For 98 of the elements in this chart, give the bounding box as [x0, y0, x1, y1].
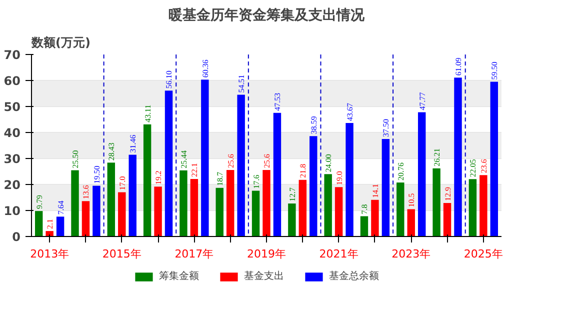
- chart-title: 暖基金历年资金筹集及支出情况: [168, 6, 366, 24]
- bar: [71, 170, 79, 236]
- bar: [454, 78, 462, 236]
- data-label: 23.6: [479, 159, 488, 174]
- data-label: 43.11: [143, 104, 152, 122]
- data-label: 12.7: [288, 187, 297, 202]
- x-tick-label: 2025年: [464, 248, 503, 260]
- bar: [46, 231, 54, 236]
- bar: [468, 179, 477, 236]
- data-label: 59.50: [490, 62, 500, 80]
- bar: [324, 174, 332, 236]
- data-label: 10.5: [407, 193, 416, 208]
- bar: [371, 200, 379, 236]
- bar: [262, 170, 270, 236]
- data-label: 12.9: [443, 186, 452, 201]
- bar: [288, 203, 296, 236]
- bar: [334, 187, 343, 236]
- bar: [56, 216, 64, 236]
- bar: [396, 182, 404, 236]
- data-label: 19.50: [92, 166, 102, 184]
- bar: [346, 122, 354, 236]
- data-label: 28.43: [107, 142, 116, 161]
- bar: [432, 168, 440, 236]
- bar: [190, 179, 198, 236]
- data-label: 25.50: [71, 150, 80, 168]
- y-tick-label: 0: [12, 230, 21, 244]
- legend-label: 基金支出: [244, 270, 284, 283]
- x-tick-label: 2013年: [30, 248, 70, 260]
- data-label: 14.1: [370, 184, 380, 198]
- bar: [180, 170, 188, 236]
- bar: [298, 180, 307, 236]
- data-label: 22.1: [190, 163, 200, 178]
- data-label: 37.50: [382, 119, 391, 137]
- bar: [480, 175, 488, 236]
- data-label: 25.6: [262, 154, 272, 168]
- data-label: 47.77: [418, 92, 427, 110]
- data-label: 17.0: [118, 176, 127, 190]
- data-label: 17.6: [252, 174, 261, 189]
- data-label: 22.05: [468, 159, 478, 178]
- x-tick-label: 2017年: [174, 248, 214, 260]
- y-axis-title: 数额(万元): [30, 36, 90, 50]
- data-label: 7.64: [56, 200, 66, 215]
- data-label: 7.8: [360, 204, 370, 214]
- data-label: 24.00: [324, 154, 334, 172]
- data-label: 43.67: [346, 102, 355, 121]
- data-label: 60.36: [200, 60, 210, 78]
- data-label: 20.76: [396, 162, 406, 181]
- x-tick-label: 2015年: [102, 248, 142, 260]
- data-label: 25.44: [179, 150, 188, 168]
- bar: [128, 154, 136, 236]
- bar: [164, 90, 173, 236]
- y-tick-label: 60: [4, 74, 21, 88]
- y-tick-label: 20: [4, 178, 21, 192]
- y-tick-label: 10: [4, 204, 21, 218]
- bar: [118, 192, 126, 236]
- x-tick-label: 2023年: [392, 248, 431, 260]
- bar: [216, 188, 224, 236]
- bar: [226, 170, 234, 236]
- bar: [201, 80, 209, 236]
- bar: [310, 136, 318, 236]
- bar: [252, 190, 260, 236]
- data-label: 47.53: [273, 92, 282, 111]
- data-label: 19.0: [334, 171, 344, 186]
- data-label: 54.51: [237, 74, 246, 93]
- y-tick-label: 50: [4, 100, 21, 114]
- bar: [154, 186, 162, 236]
- y-tick-label: 30: [4, 152, 21, 166]
- bar: [237, 94, 245, 236]
- bar: [490, 82, 498, 236]
- bar: [143, 124, 152, 236]
- bar: [360, 216, 368, 236]
- x-tick-label: 2019年: [247, 248, 286, 260]
- data-label: 26.21: [432, 148, 442, 166]
- bar: [273, 112, 282, 236]
- bar: [407, 209, 415, 236]
- data-label: 9.79: [34, 195, 44, 210]
- data-label: 21.8: [298, 164, 308, 178]
- x-tick-label: 2021年: [319, 248, 358, 260]
- bar: [34, 211, 43, 236]
- bar: [107, 162, 116, 236]
- legend-label: 基金总余额: [329, 270, 379, 283]
- data-label: 38.59: [309, 116, 318, 134]
- bar: [418, 112, 426, 236]
- bar: [382, 139, 390, 236]
- y-tick-label: 70: [4, 48, 21, 62]
- data-label: 19.2: [154, 170, 164, 185]
- data-label: 56.10: [164, 70, 174, 89]
- data-label: 61.09: [454, 58, 463, 76]
- data-label: 25.6: [226, 154, 236, 168]
- y-tick-label: 40: [4, 126, 21, 140]
- legend-label: 筹集金额: [159, 270, 199, 283]
- data-label: 18.7: [216, 172, 225, 186]
- data-label: 13.6: [82, 185, 91, 200]
- data-label: 2.1: [46, 219, 55, 230]
- bar: [443, 202, 452, 236]
- bar: [92, 186, 100, 236]
- bar: [82, 201, 90, 236]
- data-label: 31.46: [128, 134, 138, 153]
